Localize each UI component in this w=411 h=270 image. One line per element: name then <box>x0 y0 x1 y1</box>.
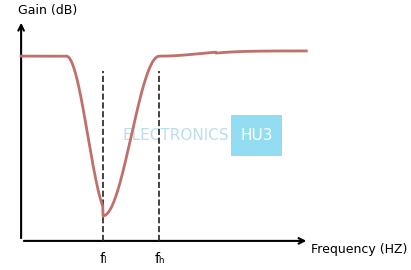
Text: fₗ: fₗ <box>99 252 107 266</box>
Text: HU3: HU3 <box>241 128 273 143</box>
Text: Gain (dB): Gain (dB) <box>18 5 78 18</box>
FancyBboxPatch shape <box>231 115 282 156</box>
Text: fₕ: fₕ <box>154 252 165 266</box>
Text: Frequency (HZ): Frequency (HZ) <box>311 244 407 256</box>
Text: ELECTRONICS: ELECTRONICS <box>123 128 229 143</box>
